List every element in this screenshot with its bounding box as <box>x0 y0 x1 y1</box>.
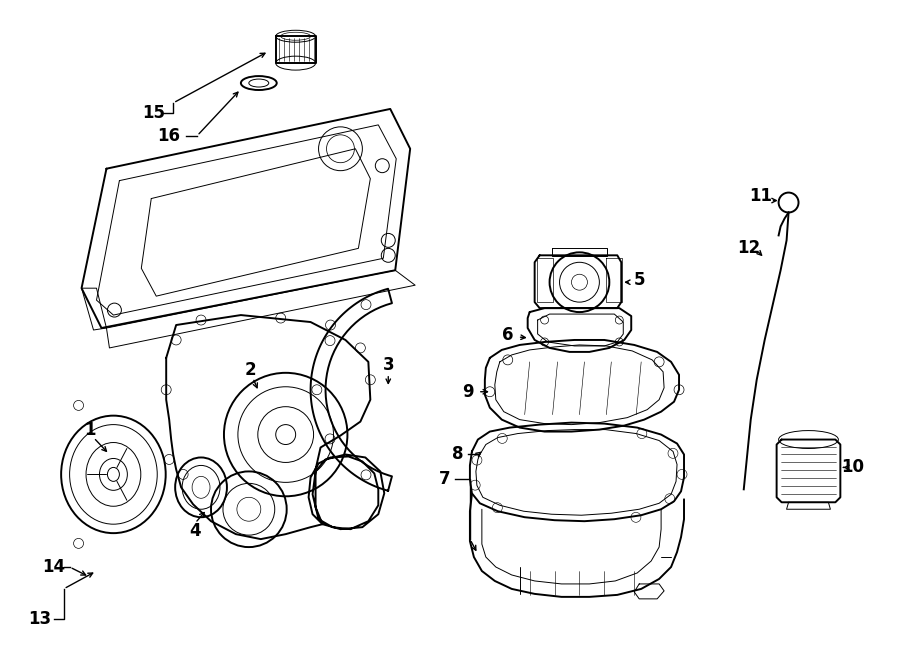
Text: 6: 6 <box>502 326 514 344</box>
Text: 1: 1 <box>84 420 95 439</box>
Text: 9: 9 <box>462 383 473 401</box>
Text: 5: 5 <box>634 271 645 290</box>
Text: 7: 7 <box>439 471 451 488</box>
Text: 16: 16 <box>158 127 181 145</box>
Text: 3: 3 <box>382 356 394 374</box>
Text: 15: 15 <box>142 104 165 122</box>
Text: 8: 8 <box>452 446 464 463</box>
Text: 2: 2 <box>245 361 256 379</box>
Text: 14: 14 <box>42 558 65 576</box>
Text: 10: 10 <box>841 459 864 477</box>
Text: 4: 4 <box>189 522 201 540</box>
Text: 12: 12 <box>737 239 760 257</box>
Text: 13: 13 <box>28 610 51 628</box>
Text: 11: 11 <box>749 186 772 204</box>
